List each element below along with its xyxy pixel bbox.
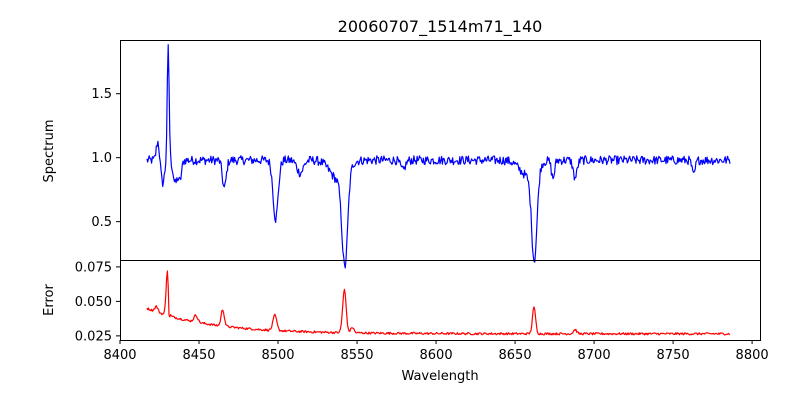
spectrum-line bbox=[146, 44, 731, 269]
error-y-tick-label: 0.050 bbox=[75, 295, 112, 310]
x-tick-label: 8600 bbox=[420, 348, 453, 363]
error-y-axis-label: Error bbox=[42, 284, 57, 316]
x-tick-label: 8800 bbox=[736, 348, 769, 363]
error-axes-frame bbox=[120, 260, 761, 341]
error-y-tick-label: 0.025 bbox=[75, 329, 112, 344]
spectrum-panel: 0.5 1.0 1.5 Spectrum bbox=[42, 40, 761, 269]
spectrum-y-ticks: 0.5 1.0 1.5 bbox=[91, 87, 120, 230]
x-axis-label: Wavelength bbox=[401, 369, 478, 384]
error-line bbox=[146, 270, 731, 336]
error-y-tick-label: 0.075 bbox=[75, 260, 112, 275]
spectrum-axes-frame bbox=[120, 40, 761, 261]
error-y-ticks: 0.025 0.050 0.075 bbox=[75, 260, 120, 344]
x-tick-label: 8700 bbox=[578, 348, 611, 363]
x-tick-label: 8750 bbox=[657, 348, 690, 363]
x-tick-label: 8400 bbox=[103, 348, 136, 363]
error-panel: 0.025 0.050 0.075 8400 8450 8500 8550 8600 8650… bbox=[42, 260, 769, 384]
x-tick-label: 8650 bbox=[499, 348, 532, 363]
spectrum-y-axis-label: Spectrum bbox=[42, 120, 57, 183]
spectrum-y-tick-label: 0.5 bbox=[91, 215, 112, 230]
spectrum-y-tick-label: 1.5 bbox=[91, 87, 112, 102]
x-tick-label: 8450 bbox=[182, 348, 215, 363]
x-tick-label: 8500 bbox=[261, 348, 294, 363]
error-x-ticks: 8400 8450 8500 8550 8600 8650 8700 8750 8800 bbox=[103, 340, 769, 363]
x-tick-label: 8550 bbox=[340, 348, 373, 363]
chart-title: 20060707_1514m71_140 bbox=[338, 17, 543, 37]
spectrum-y-tick-label: 1.0 bbox=[91, 151, 112, 166]
